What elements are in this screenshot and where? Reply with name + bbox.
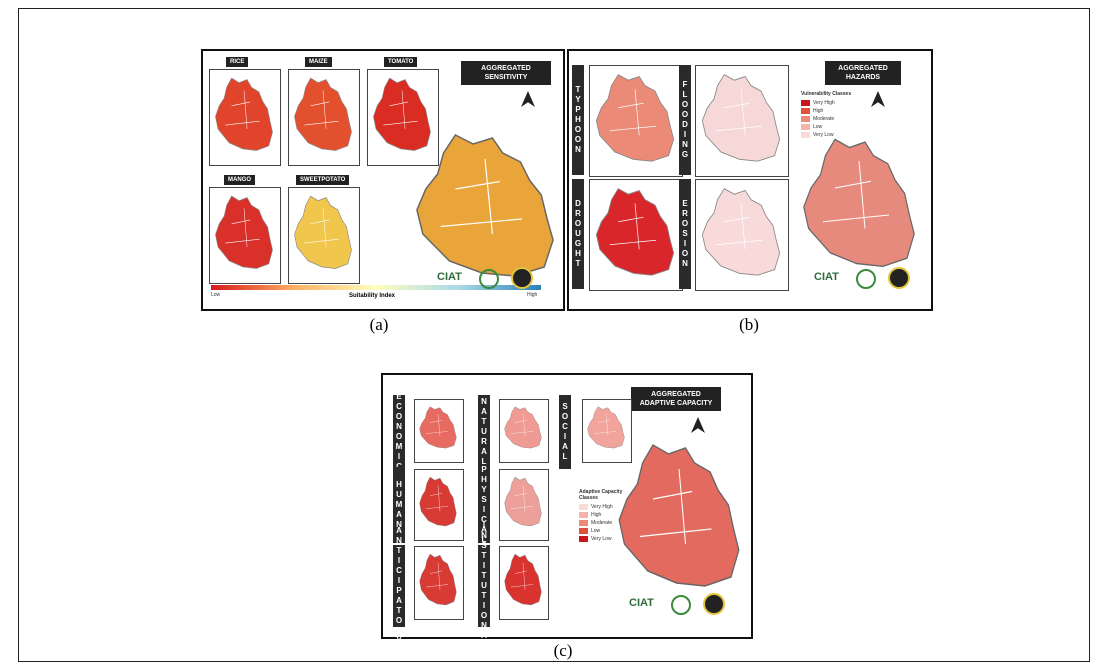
map [213, 75, 275, 152]
map [503, 405, 543, 449]
legend: Adaptive Capacity Classes Very High High Mo… [579, 489, 635, 543]
legend-label: Very High [591, 504, 613, 510]
panel-label: (a) [370, 315, 389, 335]
legend-row: Low [579, 527, 635, 535]
logo-seal [511, 267, 533, 289]
legend-row: Moderate [579, 519, 635, 527]
map-label: DROUGHT [572, 179, 584, 289]
logo-seal [703, 593, 725, 615]
map [593, 71, 677, 163]
logo-seal [856, 269, 876, 289]
legend-title: Suitability Index [349, 293, 395, 299]
panel-label: (c) [554, 641, 573, 661]
map [213, 193, 275, 270]
legend-high: High [527, 292, 537, 298]
legend-label: Low [813, 124, 822, 130]
legend-row: High [579, 511, 635, 519]
map-label: ECONOMIC [393, 395, 405, 469]
map-label: TOMATO [384, 57, 417, 67]
legend-label: Very Low [813, 132, 834, 138]
map [411, 129, 559, 279]
legend-title: Adaptive Capacity Classes [579, 489, 635, 501]
map-label: INSTITUTIONAL [478, 545, 490, 627]
map [418, 405, 458, 449]
legend-title: Vulnerability Classes [801, 91, 857, 97]
map [418, 552, 458, 606]
map [699, 185, 783, 277]
map-label: SWEETPOTATO [296, 175, 349, 185]
legend-row: Very High [801, 99, 857, 107]
legend-swatch [579, 504, 588, 510]
panel-label: (b) [739, 315, 759, 335]
map-label: MANGO [224, 175, 255, 185]
legend-swatch [579, 512, 588, 518]
legend-row: Low [801, 123, 857, 131]
map [799, 134, 919, 269]
legend-label: Very High [813, 100, 835, 106]
map-label: ANTICIPATORY [393, 545, 405, 627]
legend-swatch [579, 520, 588, 526]
legend-label: High [591, 512, 601, 518]
map-label: NATURAL [478, 395, 490, 469]
map [503, 475, 543, 527]
legend-label: Very Low [591, 536, 612, 542]
map-label: FLOODING [679, 65, 691, 175]
figure: (a) AGGREGATED SENSITIVITY RICE MAIZE TOMATO… [18, 8, 1090, 662]
panel-title: AGGREGATED HAZARDS [825, 61, 901, 85]
legend: Vulnerability Classes Very High High Modera… [801, 91, 857, 139]
legend-low: Low [211, 292, 220, 298]
legend-row: Very High [579, 503, 635, 511]
map [292, 75, 354, 152]
logo: CIAT [814, 271, 839, 283]
panel-title: AGGREGATED ADAPTIVE CAPACITY [631, 387, 721, 411]
logo-seal [888, 267, 910, 289]
legend-row: Very Low [579, 535, 635, 543]
map [593, 185, 677, 277]
map-label: MAIZE [305, 57, 332, 67]
logo-seal [671, 595, 691, 615]
legend-row: High [801, 107, 857, 115]
legend-swatch [801, 116, 810, 122]
map-label: RICE [226, 57, 248, 67]
legend-label: High [813, 108, 823, 114]
legend-swatch [801, 108, 810, 114]
legend-label: Low [591, 528, 600, 534]
legend-label: Moderate [813, 116, 834, 122]
map [418, 475, 458, 527]
map-label: TYPHOON [572, 65, 584, 175]
logo-seal [479, 269, 499, 289]
logo: CIAT [437, 271, 462, 283]
map [699, 71, 783, 163]
map-label: SOCIAL [559, 395, 571, 469]
legend-row: Very Low [801, 131, 857, 139]
legend-swatch [801, 100, 810, 106]
panel-title: AGGREGATED SENSITIVITY [461, 61, 551, 85]
legend-swatch [579, 528, 588, 534]
map-label: EROSION [679, 179, 691, 289]
legend-swatch [801, 132, 810, 138]
logo: CIAT [629, 597, 654, 609]
legend-label: Moderate [591, 520, 612, 526]
map [503, 552, 543, 606]
legend-swatch [801, 124, 810, 130]
legend-swatch [579, 536, 588, 542]
map [292, 193, 354, 270]
legend-row: Moderate [801, 115, 857, 123]
